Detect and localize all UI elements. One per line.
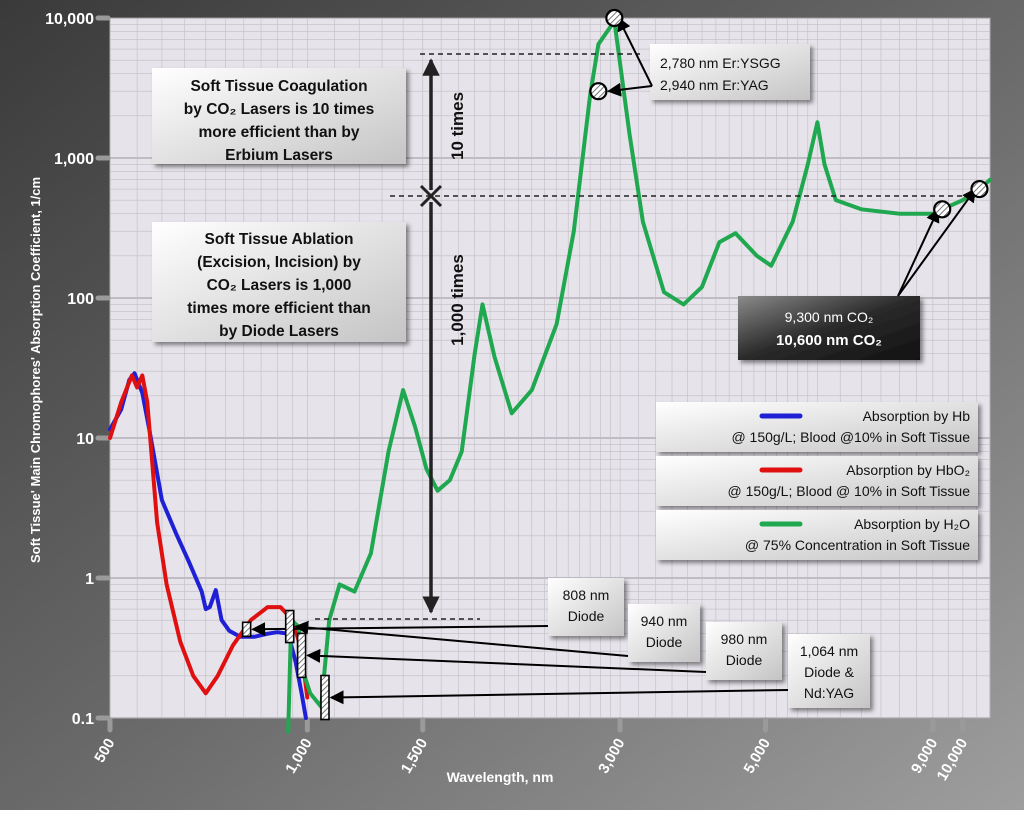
arrow-to-er_yag bbox=[617, 16, 653, 87]
box-text-line: by Diode Lasers bbox=[219, 323, 339, 340]
y-tick-labels: 0.1 1 10 100 1,000 10,000 bbox=[45, 11, 111, 728]
grid-lines bbox=[109, 18, 991, 719]
coagulation-text: Soft Tissue Coagulation by CO₂ Lasers is … bbox=[184, 78, 374, 164]
legend-box bbox=[656, 456, 978, 506]
y-tick-label: 1 bbox=[85, 571, 94, 588]
box-text-line: Soft Tissue Coagulation bbox=[190, 78, 367, 95]
diode-label-line: Diode bbox=[646, 634, 683, 650]
box-text-line: (Excision, Incision) by bbox=[197, 254, 361, 271]
box-text-line: Soft Tissue Ablation bbox=[205, 231, 354, 248]
legend-sublabel: @ 150g/L; Blood @10% in Soft Tissue bbox=[731, 429, 970, 445]
y-tick-label: 0.1 bbox=[72, 711, 94, 728]
co2-label-box bbox=[738, 296, 920, 360]
diode-label-line: Diode bbox=[726, 652, 763, 668]
marker-er_ysgg bbox=[589, 82, 608, 101]
ablation-box bbox=[152, 222, 406, 342]
arrow-to-diode_940 bbox=[294, 620, 629, 657]
y-axis-label: Soft Tissue' Main Chromophores' Absorpti… bbox=[28, 177, 43, 563]
diode-label-line: 940 nm bbox=[641, 613, 688, 629]
arrow-to-er_ysgg bbox=[607, 82, 653, 97]
ten-times-label: 10 times bbox=[448, 92, 467, 160]
y-tick-label: 1,000 bbox=[54, 151, 94, 168]
marker-diode_808 bbox=[241, 621, 252, 638]
arrow-to-co2_9300 bbox=[897, 208, 940, 297]
series-line-hbo2 bbox=[108, 373, 310, 700]
arrow-to-co2_10600 bbox=[897, 187, 977, 297]
er-yag-label: 2,940 nm Er:YAG bbox=[660, 77, 769, 93]
diode-label-line: Diode bbox=[568, 608, 605, 624]
legend-sublabel: @ 75% Concentration in Soft Tissue bbox=[745, 537, 970, 553]
diode-label-line: 808 nm bbox=[563, 587, 610, 603]
x-axis-label: Wavelength, nm bbox=[447, 769, 554, 785]
diode-label-line: Nd:YAG bbox=[804, 685, 854, 701]
legend-box bbox=[656, 510, 978, 560]
legend-sublabel: @ 150g/L; Blood @ 10% in Soft Tissue bbox=[728, 483, 971, 499]
y-tick-label: 10,000 bbox=[45, 11, 94, 28]
diode-box-diode_1064 bbox=[788, 634, 870, 708]
box-text-line: CO₂ Lasers is 1,000 bbox=[207, 277, 352, 294]
y-tick-label: 100 bbox=[67, 291, 94, 308]
diode-labels: 808 nm Diode 940 nm Diode 980 nm Diode 1,064 n… bbox=[548, 578, 870, 708]
marker-er_yag bbox=[605, 8, 624, 28]
legend: Absorption by Hb @ 150g/L; Blood @10% in … bbox=[656, 402, 978, 560]
box-text-line: by CO₂ Lasers is 10 times bbox=[184, 101, 374, 118]
diode-label-line: 1,064 nm bbox=[800, 643, 858, 659]
series-lines bbox=[108, 19, 992, 734]
marker-co2_9300 bbox=[933, 200, 952, 219]
er-ysgg-label: 2,780 nm Er:YSGG bbox=[660, 55, 781, 71]
legend-label: Absorption by Hb bbox=[863, 408, 971, 424]
marker-diode_1064 bbox=[320, 674, 330, 721]
er-label-box bbox=[650, 44, 810, 100]
box-text-line: Erbium Lasers bbox=[225, 147, 333, 164]
legend-label: Absorption by H₂O bbox=[854, 516, 970, 532]
legend-box bbox=[656, 402, 978, 452]
co2-9300-label: 9,300 nm CO₂ bbox=[785, 309, 874, 325]
box-text-line: more efficient than by bbox=[198, 124, 359, 141]
ablation-text: Soft Tissue Ablation (Excision, Incision)… bbox=[187, 231, 370, 340]
annotation-arrows bbox=[251, 16, 977, 705]
diode-box-diode_808 bbox=[548, 578, 624, 636]
series-line-h2o bbox=[286, 19, 992, 734]
co2-10600-label: 10,600 nm CO₂ bbox=[776, 332, 882, 349]
thousand-times-label: 1,000 times bbox=[448, 254, 467, 346]
cross-marker bbox=[419, 184, 443, 208]
coagulation-box bbox=[152, 68, 406, 164]
box-text-line: times more efficient than bbox=[187, 300, 370, 317]
diode-box-diode_980 bbox=[706, 622, 782, 680]
legend-label: Absorption by HbO₂ bbox=[846, 462, 970, 478]
marker-diode_940 bbox=[284, 609, 295, 644]
arrow-to-diode_1064 bbox=[329, 689, 789, 705]
diode-label-line: 980 nm bbox=[721, 631, 768, 647]
y-tick-label: 10 bbox=[76, 431, 94, 448]
marker-diode_980 bbox=[296, 632, 307, 679]
marker-co2_10600 bbox=[970, 179, 989, 199]
laser-markers bbox=[241, 8, 989, 721]
diode-box-diode_940 bbox=[628, 604, 700, 662]
diode-label-line: Diode & bbox=[804, 664, 854, 680]
arrow-to-diode_980 bbox=[306, 648, 707, 673]
